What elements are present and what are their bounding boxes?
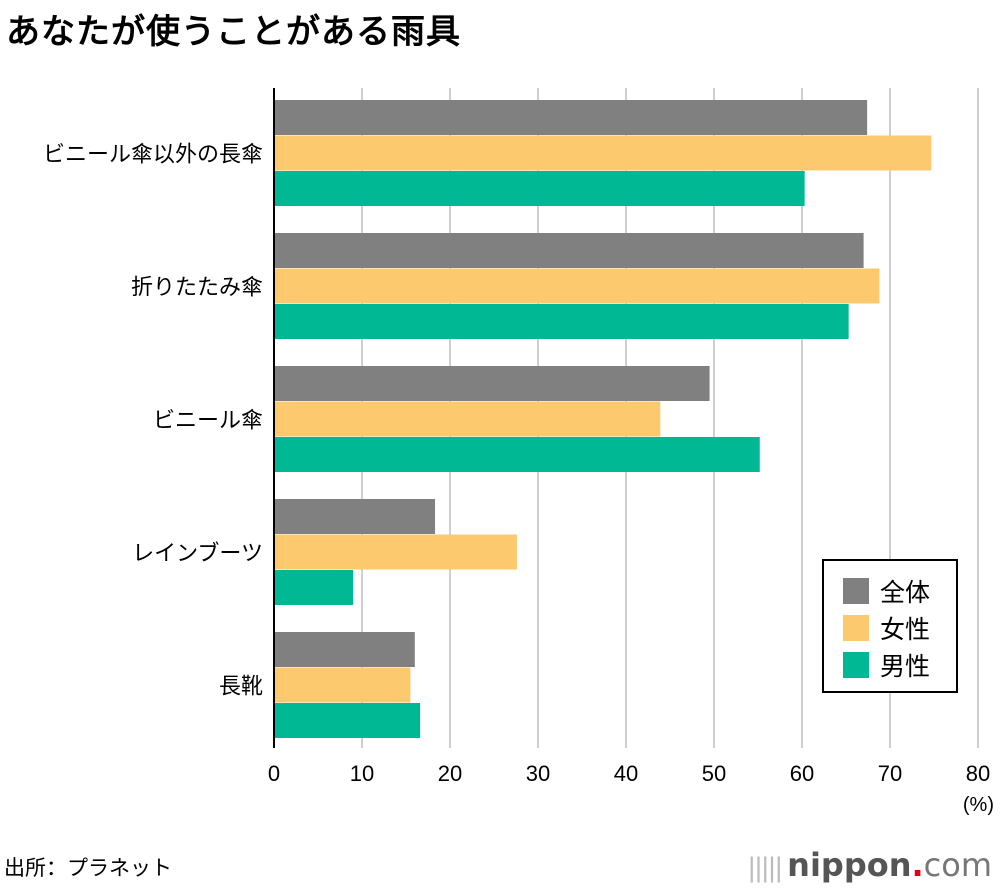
bar-全体-2 <box>275 366 710 401</box>
bar-男性-2 <box>275 437 760 472</box>
legend-swatch <box>843 615 869 641</box>
bar-全体-3 <box>275 499 436 534</box>
bar-男性-4 <box>275 703 421 738</box>
nippon-logo: ||||| nippon.com <box>747 846 992 884</box>
bar-女性-4 <box>275 667 411 703</box>
bar-全体-0 <box>275 100 868 135</box>
bar-女性-1 <box>275 268 880 304</box>
bar-全体-4 <box>275 632 415 667</box>
logo-main: nippon <box>787 846 912 884</box>
x-tick-label: 10 <box>350 761 374 786</box>
x-tick-label: 40 <box>614 761 638 786</box>
bar-全体-1 <box>275 233 864 268</box>
x-axis-unit: (%) <box>963 794 994 816</box>
bar-男性-3 <box>275 570 354 605</box>
bar-男性-1 <box>275 304 849 339</box>
logo-tld: com <box>923 846 992 884</box>
x-tick-label: 70 <box>878 761 902 786</box>
category-label: 長靴 <box>219 674 263 699</box>
logo-dot: . <box>911 846 924 884</box>
x-tick-label: 0 <box>268 761 280 786</box>
legend-swatch <box>843 578 869 604</box>
category-label: ビニール傘 <box>153 408 263 433</box>
x-tick-label: 80 <box>966 761 990 786</box>
category-label: 折りたたみ傘 <box>131 275 263 300</box>
legend-label: 男性 <box>880 652 930 681</box>
legend-label: 全体 <box>880 578 930 607</box>
x-tick-label: 30 <box>526 761 550 786</box>
bar-女性-2 <box>275 401 661 437</box>
x-tick-label: 20 <box>438 761 462 786</box>
legend-swatch <box>843 652 869 678</box>
source-note: 出所：プラネット <box>4 856 172 880</box>
x-tick-label: 50 <box>702 761 726 786</box>
category-label: ビニール傘以外の長傘 <box>43 142 263 167</box>
legend-label: 女性 <box>880 615 930 644</box>
chart-title: あなたが使うことがある雨具 <box>6 12 461 52</box>
bar-女性-0 <box>275 135 932 171</box>
category-label: レインブーツ <box>132 541 263 566</box>
bar-女性-3 <box>275 534 517 570</box>
x-tick-label: 60 <box>790 761 814 786</box>
bar-男性-0 <box>275 171 805 206</box>
logo-bars-icon: ||||| <box>747 853 783 883</box>
